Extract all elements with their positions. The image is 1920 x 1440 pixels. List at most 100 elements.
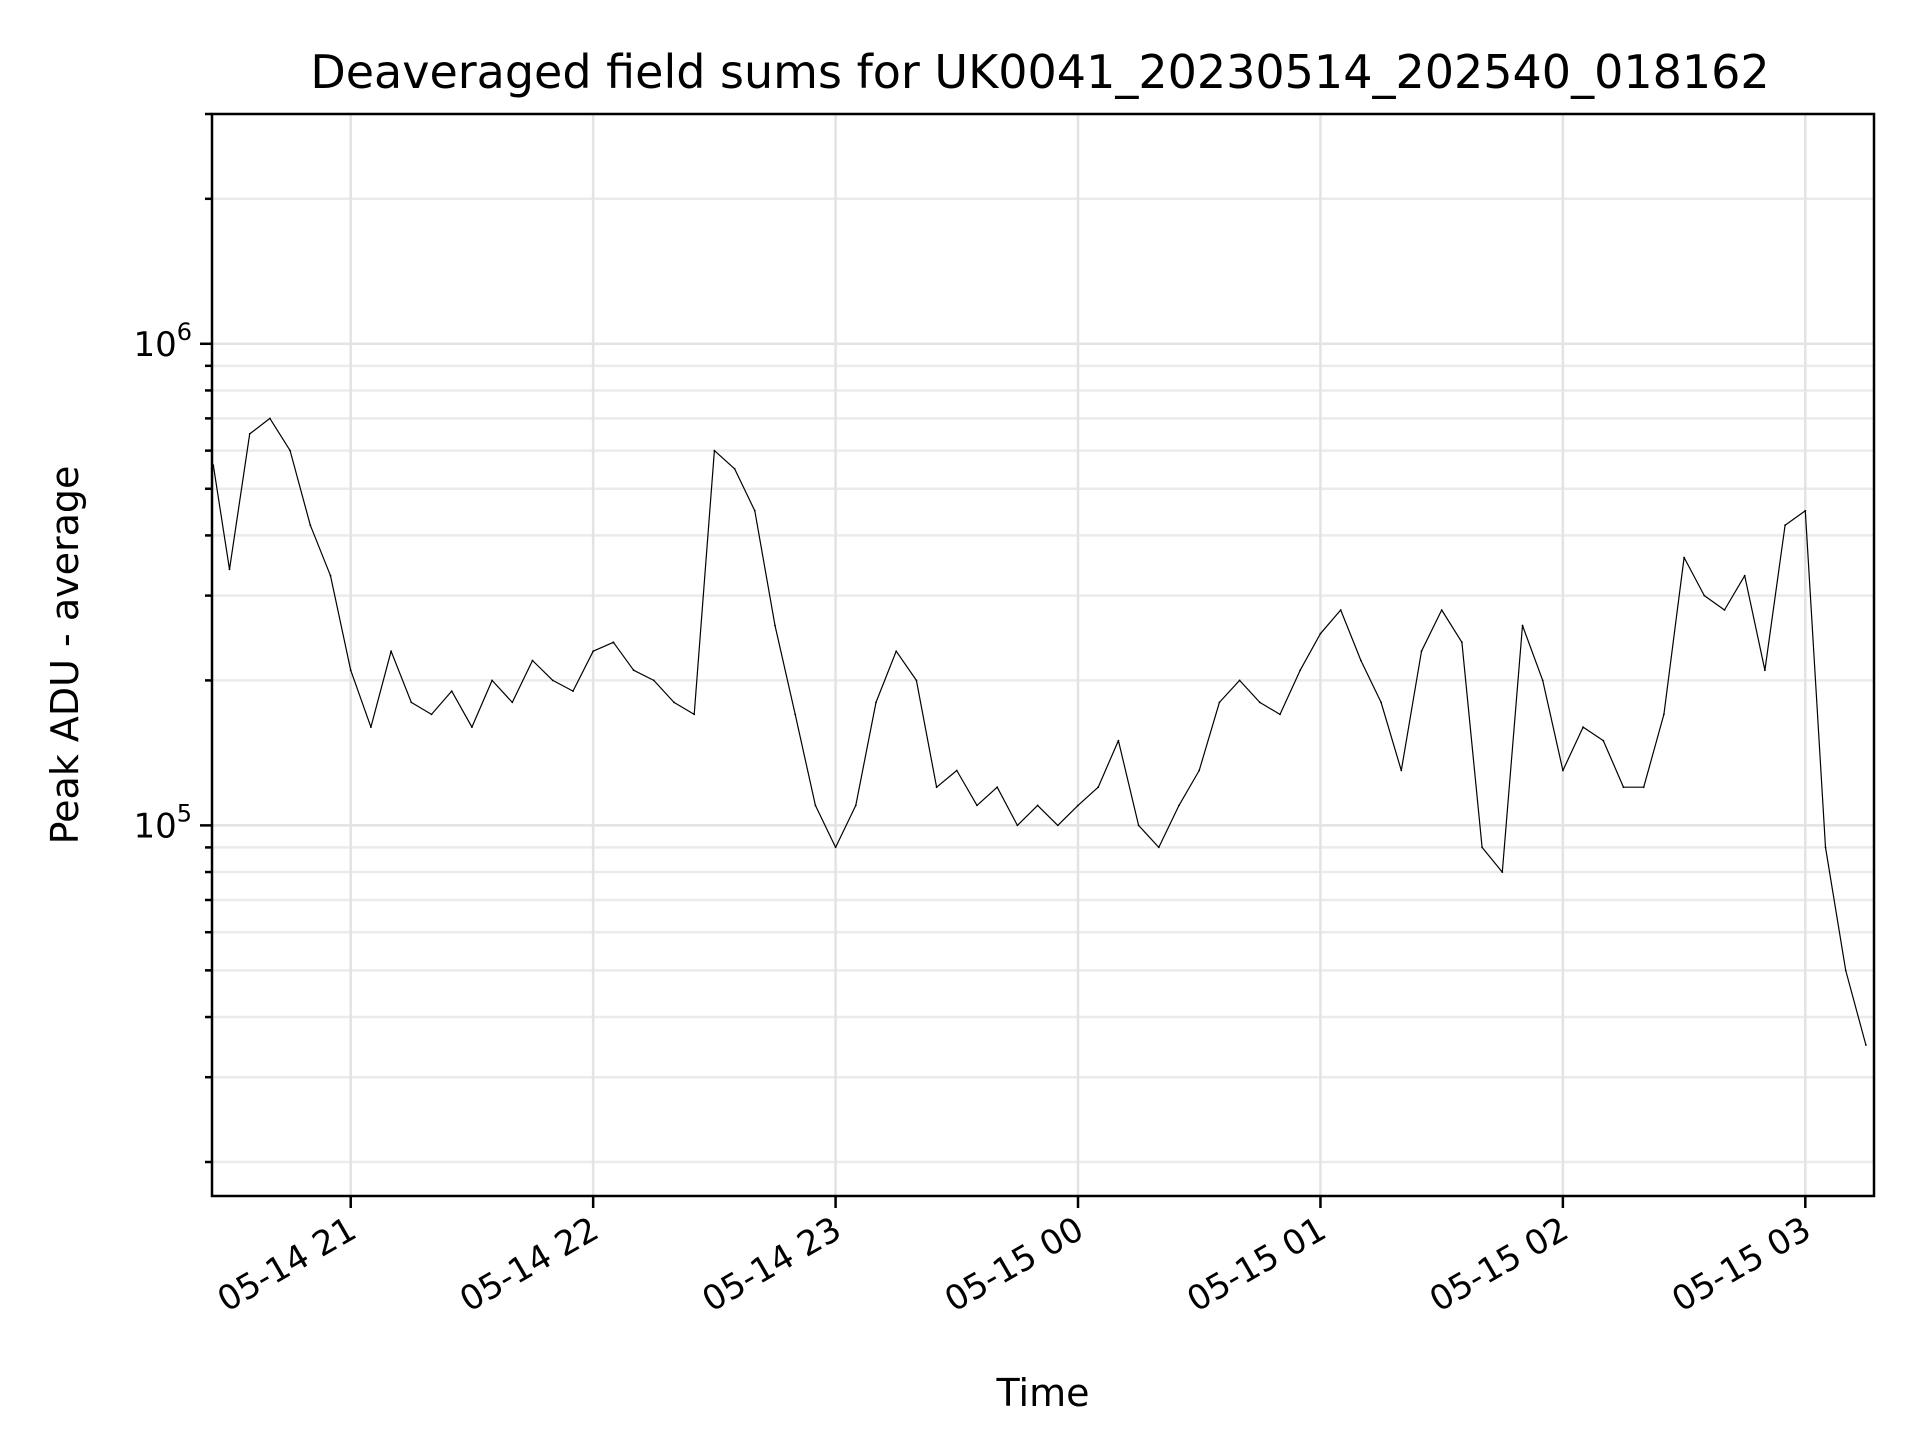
data-point [228,568,231,571]
data-point [814,804,817,807]
data-point [1178,804,1180,807]
data-point [753,509,756,512]
data-point [329,574,332,577]
x-tick-label: 05-15 01 [1181,1209,1333,1320]
data-point [673,701,675,704]
data-point [1501,871,1504,873]
data-point [390,650,392,653]
data-point [1461,641,1463,644]
data-point [370,726,372,728]
data-point [1319,632,1322,635]
data-point [733,467,736,470]
data-point [1097,786,1100,789]
data-point [1804,509,1807,512]
y-tick-labels: 105 106 [133,318,192,847]
data-point [632,669,635,672]
data-point [1824,846,1827,849]
data-point [592,650,595,653]
data-point [1703,594,1706,597]
x-tick-labels: 05-14 21 05-14 22 05-14 23 05-15 00 05-15 01… [211,1209,1818,1320]
data-point [1157,846,1160,849]
data-point [1663,713,1665,716]
data-point [1339,609,1342,611]
data-point [935,786,938,789]
data-point [1077,804,1079,807]
grid-lines [212,112,1874,1196]
data-point [551,679,554,682]
data-point [1764,669,1766,672]
data-point [915,679,918,682]
data-point [1521,624,1524,627]
data-point [471,726,473,728]
y-tick-label: 105 [133,799,192,846]
data-point [1380,701,1382,704]
data-point [834,846,837,849]
data-point [875,701,877,704]
series-layer [212,417,1867,1046]
data-point [1622,786,1625,789]
data-point [1420,650,1423,653]
data-point [1016,824,1019,827]
data-point [774,624,776,627]
data-point [1137,824,1140,827]
x-tick-label: 05-15 00 [938,1209,1090,1320]
x-axis-label: Time [996,1371,1090,1415]
data-point [794,713,797,716]
data-point [693,713,696,716]
data-point [854,804,857,807]
x-tick-label: 05-15 03 [1665,1209,1817,1320]
data-point [1683,556,1685,559]
data-point [572,690,574,692]
x-tick-label: 05-14 21 [211,1209,363,1320]
x-tick-label: 05-14 23 [696,1209,848,1320]
data-point [1541,679,1544,682]
data-point [612,641,615,644]
data-point [1238,679,1241,682]
data-point [1602,739,1605,742]
data-point [1865,1044,1867,1046]
data-point [430,713,433,716]
data-point [289,449,291,452]
data-point [1743,574,1746,577]
data-point [511,701,514,704]
data-point [1844,969,1847,972]
data-point [1218,701,1221,704]
x-tick-label: 05-15 02 [1423,1209,1575,1320]
data-point [1279,713,1281,716]
data-point [996,786,999,789]
data-point [450,690,453,692]
data-point [349,669,352,672]
data-point [976,804,978,807]
y-tick-label: 106 [133,318,192,365]
data-point [269,417,271,420]
data-point [410,701,413,704]
data-point [1642,786,1645,789]
data-point [491,679,493,682]
data-point [1360,659,1362,662]
x-tick-label: 05-14 22 [453,1209,605,1320]
data-point [1481,846,1483,849]
data-point [652,679,655,682]
axis-ticks [200,112,1807,1208]
plot-frame [210,112,1876,1198]
data-point [1036,804,1039,807]
data-point [1400,769,1403,772]
data-point [531,659,534,662]
y-axis-label: Peak ADU - average [43,466,87,845]
data-point [1582,726,1584,728]
data-point [1258,701,1261,704]
data-point [1056,824,1059,827]
data-point [895,650,898,653]
data-point [248,433,251,435]
data-point [1562,769,1564,772]
series-line [212,417,1867,1046]
chart-title: Deaveraged field sums for UK0041_2023051… [310,45,1769,99]
data-point [1440,609,1443,611]
data-point [1198,769,1201,772]
data-point [955,769,958,772]
data-point [1784,524,1786,527]
data-point [1723,609,1726,611]
data-point [1117,739,1120,742]
data-point [1299,669,1302,672]
